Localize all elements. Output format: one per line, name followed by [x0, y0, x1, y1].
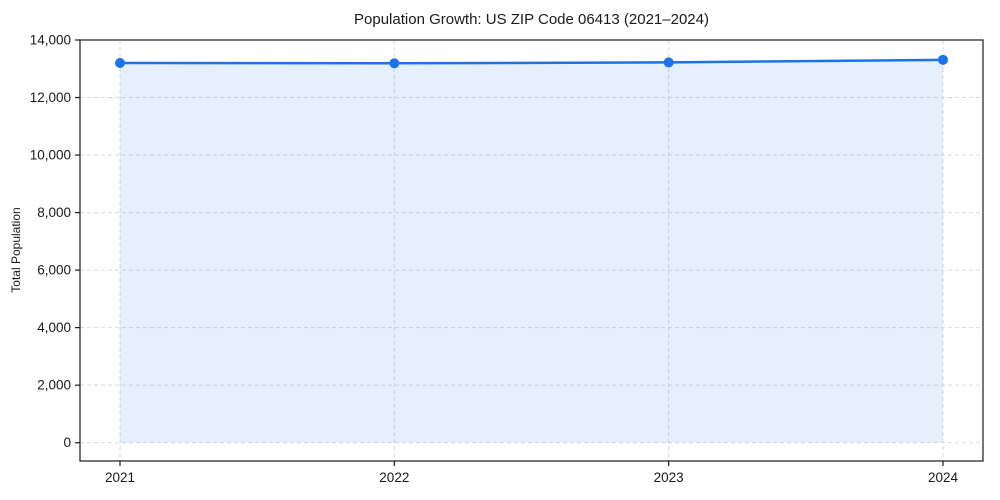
- data-point: [938, 54, 948, 65]
- x-tick-label: 2023: [654, 470, 684, 485]
- y-tick-label: 4,000: [37, 320, 71, 335]
- y-tick-label: 12,000: [30, 90, 71, 105]
- y-tick-label: 8,000: [37, 205, 71, 220]
- data-point: [663, 57, 674, 68]
- plot-border: [79, 39, 984, 462]
- chart-title: Population Growth: US ZIP Code 06413 (20…: [354, 11, 709, 28]
- y-tick-label: 10,000: [30, 148, 71, 163]
- data-point: [115, 58, 125, 69]
- data-point: [389, 58, 400, 69]
- x-tick-label: 2024: [928, 470, 959, 485]
- series-area-fill: [120, 59, 943, 443]
- x-tick-label: 2021: [105, 470, 135, 485]
- y-tick-label: 0: [63, 435, 71, 450]
- y-tick-label: 6,000: [37, 263, 71, 278]
- series-line: [118, 58, 945, 65]
- y-tick-label: 14,000: [30, 33, 71, 48]
- x-tick-label: 2022: [379, 470, 409, 485]
- y-tick-label: 2,000: [37, 378, 71, 393]
